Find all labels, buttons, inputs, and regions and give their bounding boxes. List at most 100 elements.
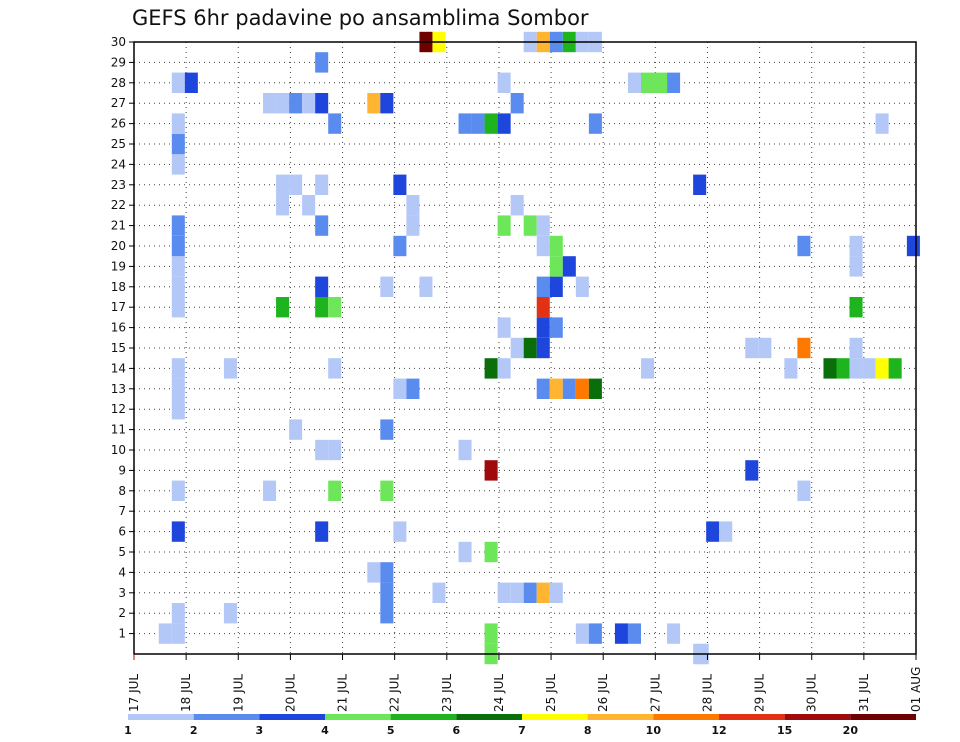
y-tick-label: 6 [118, 525, 126, 539]
heatmap-cell [536, 378, 550, 399]
heatmap-cell [549, 317, 563, 338]
x-tick-label: 24 JUL [492, 674, 506, 712]
heatmap-cell [719, 521, 733, 542]
heatmap-cell [745, 337, 759, 359]
heatmap-cell [315, 276, 329, 297]
heatmap-cell [315, 215, 329, 236]
heatmap-cell [458, 439, 472, 461]
color-scale-label: 4 [321, 724, 329, 737]
heatmap-cell [276, 174, 290, 195]
heatmap-cell [315, 93, 329, 114]
heatmap-cell [667, 72, 681, 93]
y-tick-label: 4 [118, 565, 126, 579]
heatmap-cell [849, 358, 863, 379]
heatmap-cell [575, 378, 589, 399]
heatmap-cell [484, 460, 498, 481]
heatmap-cell [588, 623, 602, 644]
heatmap-cell [315, 521, 329, 542]
color-scale-swatch [390, 714, 457, 720]
heatmap-cell [184, 72, 198, 93]
heatmap-cell [497, 317, 511, 338]
heatmap-cell [289, 174, 303, 195]
heatmap-cell [536, 317, 550, 338]
heatmap-cell [640, 72, 655, 93]
heatmap-cell [549, 378, 563, 399]
heatmap-cell [536, 337, 550, 359]
color-scale-swatch [719, 714, 785, 720]
color-scale-label: 20 [843, 724, 859, 737]
heatmap-cell [367, 562, 381, 583]
heatmap-cell [171, 72, 185, 93]
color-scale-swatch [522, 714, 588, 720]
x-tick-label: 23 JUL [440, 674, 454, 712]
heatmap-cell [614, 623, 628, 644]
heatmap-cell [497, 113, 511, 134]
heatmap-cell [562, 378, 576, 399]
heatmap-cell [523, 337, 537, 359]
x-tick-label: 22 JUL [388, 674, 402, 712]
heatmap-cell [510, 195, 524, 216]
y-tick-label: 10 [111, 443, 126, 457]
heatmap-cell [510, 93, 524, 114]
heatmap-cell [667, 623, 681, 644]
y-tick-label: 24 [111, 157, 126, 171]
heatmap-cell [171, 276, 185, 297]
heatmap-cell [797, 480, 811, 501]
color-scale-label: 1 [124, 724, 132, 737]
heatmap-cell [575, 623, 589, 644]
color-scale-label: 10 [646, 724, 662, 737]
heatmap-cell [588, 113, 602, 134]
heatmap-cell [536, 235, 550, 257]
y-tick-label: 15 [111, 341, 126, 355]
heatmap-cell [171, 297, 185, 318]
heatmap-cell [171, 256, 185, 277]
x-axis: 17 JUL 18 JUL 19 JUL 20 JUL 21 JUL 22 JUL 23 J… [127, 654, 923, 712]
heatmap-cell [484, 358, 498, 379]
heatmap-cell [497, 215, 511, 236]
heatmap-cell [158, 623, 172, 644]
heatmap-cell [849, 235, 863, 257]
heatmap-cell [171, 399, 185, 420]
x-tick-label: 20 JUL [283, 674, 297, 712]
heatmap-cell [849, 337, 863, 359]
heatmap-cell [471, 113, 485, 134]
color-scale-label: 5 [387, 724, 395, 737]
heatmap-cell [875, 358, 889, 379]
heatmap-cell [171, 480, 185, 501]
x-tick-label: 31 JUL [857, 674, 871, 712]
heatmap-cell [328, 358, 342, 379]
heatmap-cell [367, 93, 381, 114]
heatmap-cell [549, 582, 563, 603]
x-tick-label: 25 JUL [544, 674, 558, 712]
color-scale-swatch [325, 714, 391, 720]
heatmap-cell [171, 623, 185, 644]
color-scale-swatch [587, 714, 654, 720]
heatmap-cell [484, 623, 498, 644]
color-scale-swatch [784, 714, 851, 720]
y-tick-label: 7 [118, 504, 126, 518]
x-tick-label: 28 JUL [700, 674, 714, 712]
y-tick-label: 17 [111, 300, 126, 314]
y-tick-label: 22 [111, 198, 126, 212]
heatmap-cell [223, 603, 237, 624]
y-tick-label: 23 [111, 178, 126, 192]
heatmap-cell [171, 133, 185, 155]
heatmap-cell [302, 93, 316, 114]
color-scale-swatch [653, 714, 719, 720]
x-tick-label: 27 JUL [648, 674, 662, 712]
heatmap-cell [484, 113, 498, 134]
heatmap-cell [406, 378, 420, 399]
y-tick-label: 14 [111, 361, 126, 375]
heatmap-cell [263, 93, 277, 114]
heatmap-cell [588, 378, 602, 399]
heatmap-cell [171, 113, 185, 134]
heatmap-cell [549, 235, 563, 257]
color-scale-label: 3 [256, 724, 264, 737]
y-tick-label: 25 [111, 137, 126, 151]
heatmap-cell [406, 195, 420, 216]
y-tick-label: 30 [111, 35, 126, 49]
x-tick-label: 01 AUG [909, 667, 923, 712]
color-scale-label: 2 [190, 724, 198, 737]
heatmap-cell [393, 235, 407, 257]
